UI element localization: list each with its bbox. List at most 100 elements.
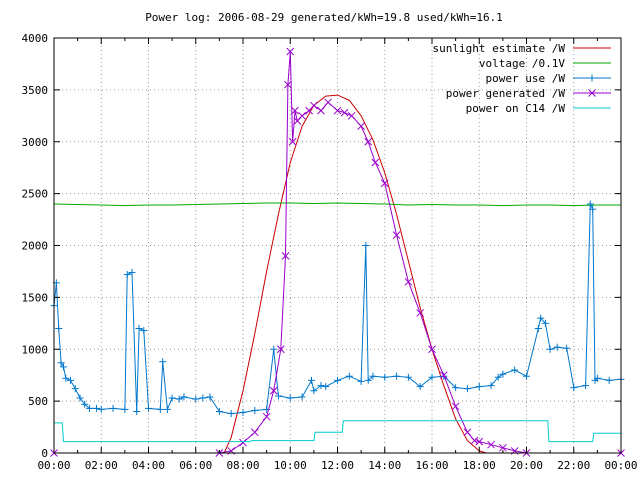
data-point: [416, 309, 425, 317]
data-point: [121, 405, 129, 413]
legend-label: power use /W: [486, 72, 566, 85]
y-tick-label: 3000: [22, 136, 49, 149]
data-point: [286, 394, 294, 402]
data-point: [523, 372, 530, 380]
data-point: [487, 382, 495, 390]
data-point: [298, 393, 306, 401]
data-point: [563, 344, 571, 352]
data-point: [475, 383, 483, 391]
series-power-use-w: [50, 200, 625, 418]
data-point: [605, 376, 613, 384]
series-line-sunlight-estimate-w: [54, 94, 621, 454]
y-tick-label: 0: [41, 447, 48, 460]
data-point: [298, 111, 306, 120]
data-point: [175, 395, 183, 403]
legend-label: voltage /0.1V: [479, 57, 565, 70]
legend-label: power on C14 /W: [466, 102, 566, 115]
data-point: [511, 366, 519, 374]
data-point: [570, 384, 578, 392]
data-point: [499, 443, 507, 452]
data-point: [428, 373, 436, 381]
series-line-power-generated-w: [54, 51, 621, 454]
data-point: [55, 325, 63, 332]
data-point: [589, 205, 597, 213]
y-tick-label: 2000: [22, 240, 49, 253]
data-point: [537, 314, 545, 322]
data-point: [59, 363, 67, 371]
data-point: [340, 108, 349, 117]
series-line-voltage-0-1v: [53, 202, 621, 207]
y-tick-label: 2500: [22, 188, 49, 201]
data-point: [93, 404, 101, 412]
legend-label: power generated /W: [446, 87, 566, 100]
series-line-power-on-c14-w: [54, 420, 621, 443]
y-tick-label: 4000: [22, 32, 49, 45]
x-tick-label: 04:00: [132, 459, 165, 472]
data-point: [135, 325, 143, 332]
data-point: [163, 405, 171, 413]
data-point: [452, 384, 460, 392]
data-point: [362, 242, 370, 249]
chart-title: Power log: 2006-08-29 generated/kWh=19.8…: [145, 11, 503, 24]
data-point: [324, 98, 332, 107]
data-point: [215, 408, 223, 415]
grid-lines: [54, 38, 621, 453]
data-point: [76, 394, 84, 402]
data-point: [270, 345, 278, 353]
data-point: [463, 428, 472, 437]
data-point: [393, 372, 401, 380]
data-point: [404, 373, 412, 381]
data-point: [206, 393, 214, 401]
x-tick-label: 16:00: [415, 459, 448, 472]
x-tick-label: 00:00: [37, 459, 70, 472]
data-point: [308, 376, 316, 384]
data-point: [494, 373, 502, 381]
data-point: [168, 394, 176, 402]
data-point: [593, 374, 601, 382]
data-point: [284, 80, 292, 89]
data-point: [269, 386, 278, 395]
data-point: [85, 404, 93, 412]
data-point: [310, 387, 318, 395]
data-point: [381, 373, 389, 381]
data-point: [286, 47, 295, 56]
data-point: [57, 359, 65, 367]
data-point: [199, 394, 207, 402]
data-point: [251, 406, 259, 414]
x-tick-label: 10:00: [274, 459, 307, 472]
data-point: [192, 395, 200, 403]
series-layer: [50, 47, 625, 457]
data-point: [357, 122, 365, 131]
data-point: [227, 410, 235, 418]
x-tick-label: 02:00: [85, 459, 118, 472]
data-point: [281, 252, 290, 260]
data-point: [288, 137, 297, 146]
data-point: [439, 371, 448, 380]
data-point: [140, 327, 148, 335]
data-point: [145, 404, 152, 412]
x-tick-label: 18:00: [463, 459, 496, 472]
y-tick-label: 3500: [22, 84, 49, 97]
data-point: [546, 345, 554, 353]
data-point: [123, 271, 131, 279]
data-point: [534, 325, 542, 332]
data-point: [475, 437, 484, 446]
legend-label: sunlight estimate /W: [433, 42, 566, 55]
data-point: [347, 111, 356, 120]
data-point: [541, 319, 549, 327]
data-point: [276, 345, 285, 354]
data-point: [333, 106, 342, 115]
data-point: [62, 374, 70, 382]
data-point: [364, 376, 372, 384]
x-tick-label: 14:00: [368, 459, 401, 472]
data-point: [553, 343, 561, 351]
x-tick-label: 22:00: [557, 459, 590, 472]
data-point: [582, 382, 590, 390]
y-tick-label: 500: [28, 395, 48, 408]
x-tick-label: 06:00: [179, 459, 212, 472]
x-tick-label: 20:00: [510, 459, 543, 472]
data-point: [371, 158, 380, 167]
data-point: [392, 231, 401, 239]
series-voltage-0-1v: [53, 202, 621, 207]
data-point: [133, 408, 141, 415]
